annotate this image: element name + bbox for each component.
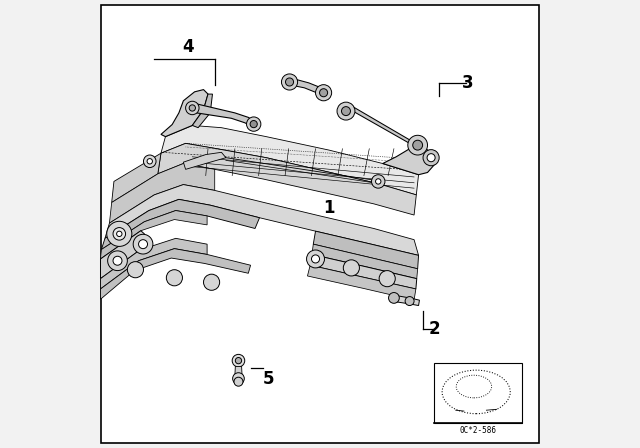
Circle shape	[408, 135, 428, 155]
Polygon shape	[391, 295, 419, 306]
Polygon shape	[100, 238, 207, 289]
Circle shape	[285, 78, 294, 86]
Polygon shape	[184, 152, 226, 169]
Text: 0C*2-586: 0C*2-586	[459, 426, 496, 435]
Circle shape	[204, 274, 220, 290]
Polygon shape	[100, 231, 145, 279]
Polygon shape	[105, 185, 419, 255]
Polygon shape	[287, 78, 324, 95]
Circle shape	[232, 354, 244, 367]
Text: 4: 4	[182, 38, 194, 56]
Circle shape	[343, 260, 360, 276]
Circle shape	[405, 297, 414, 306]
Circle shape	[113, 256, 122, 265]
Polygon shape	[310, 254, 417, 289]
Circle shape	[143, 155, 156, 168]
Circle shape	[246, 117, 261, 131]
Circle shape	[116, 231, 122, 237]
Circle shape	[234, 377, 243, 386]
Polygon shape	[101, 199, 260, 250]
Circle shape	[166, 270, 182, 286]
Circle shape	[147, 159, 152, 164]
Circle shape	[186, 101, 199, 115]
Text: 5: 5	[263, 370, 274, 388]
Circle shape	[427, 154, 435, 162]
Circle shape	[371, 175, 385, 188]
Bar	[435, 363, 522, 423]
Circle shape	[282, 74, 298, 90]
Circle shape	[423, 150, 439, 166]
Circle shape	[139, 240, 148, 249]
Polygon shape	[109, 164, 215, 223]
Circle shape	[413, 140, 422, 150]
Circle shape	[307, 250, 324, 268]
Polygon shape	[161, 90, 208, 137]
Polygon shape	[312, 244, 418, 279]
Circle shape	[107, 221, 132, 246]
Circle shape	[342, 107, 351, 116]
Circle shape	[316, 85, 332, 101]
Text: 2: 2	[428, 320, 440, 338]
Circle shape	[236, 358, 242, 364]
Polygon shape	[307, 265, 416, 300]
Circle shape	[133, 234, 153, 254]
Polygon shape	[383, 147, 435, 175]
Text: 3: 3	[462, 74, 474, 92]
Polygon shape	[161, 125, 419, 195]
Circle shape	[312, 255, 319, 263]
Circle shape	[388, 293, 399, 303]
Polygon shape	[100, 211, 207, 259]
Polygon shape	[314, 231, 419, 269]
Polygon shape	[112, 153, 161, 202]
Circle shape	[376, 179, 381, 184]
Circle shape	[319, 89, 328, 97]
Circle shape	[189, 105, 195, 111]
Circle shape	[233, 373, 244, 384]
Circle shape	[337, 102, 355, 120]
Text: 1: 1	[323, 199, 335, 217]
Polygon shape	[345, 105, 419, 147]
Polygon shape	[235, 366, 242, 375]
Polygon shape	[191, 104, 255, 126]
Circle shape	[379, 271, 396, 287]
Circle shape	[113, 228, 125, 240]
Polygon shape	[100, 249, 251, 299]
Circle shape	[250, 121, 257, 128]
Polygon shape	[192, 94, 212, 128]
Circle shape	[108, 251, 127, 271]
Polygon shape	[158, 143, 417, 215]
Circle shape	[127, 262, 143, 278]
